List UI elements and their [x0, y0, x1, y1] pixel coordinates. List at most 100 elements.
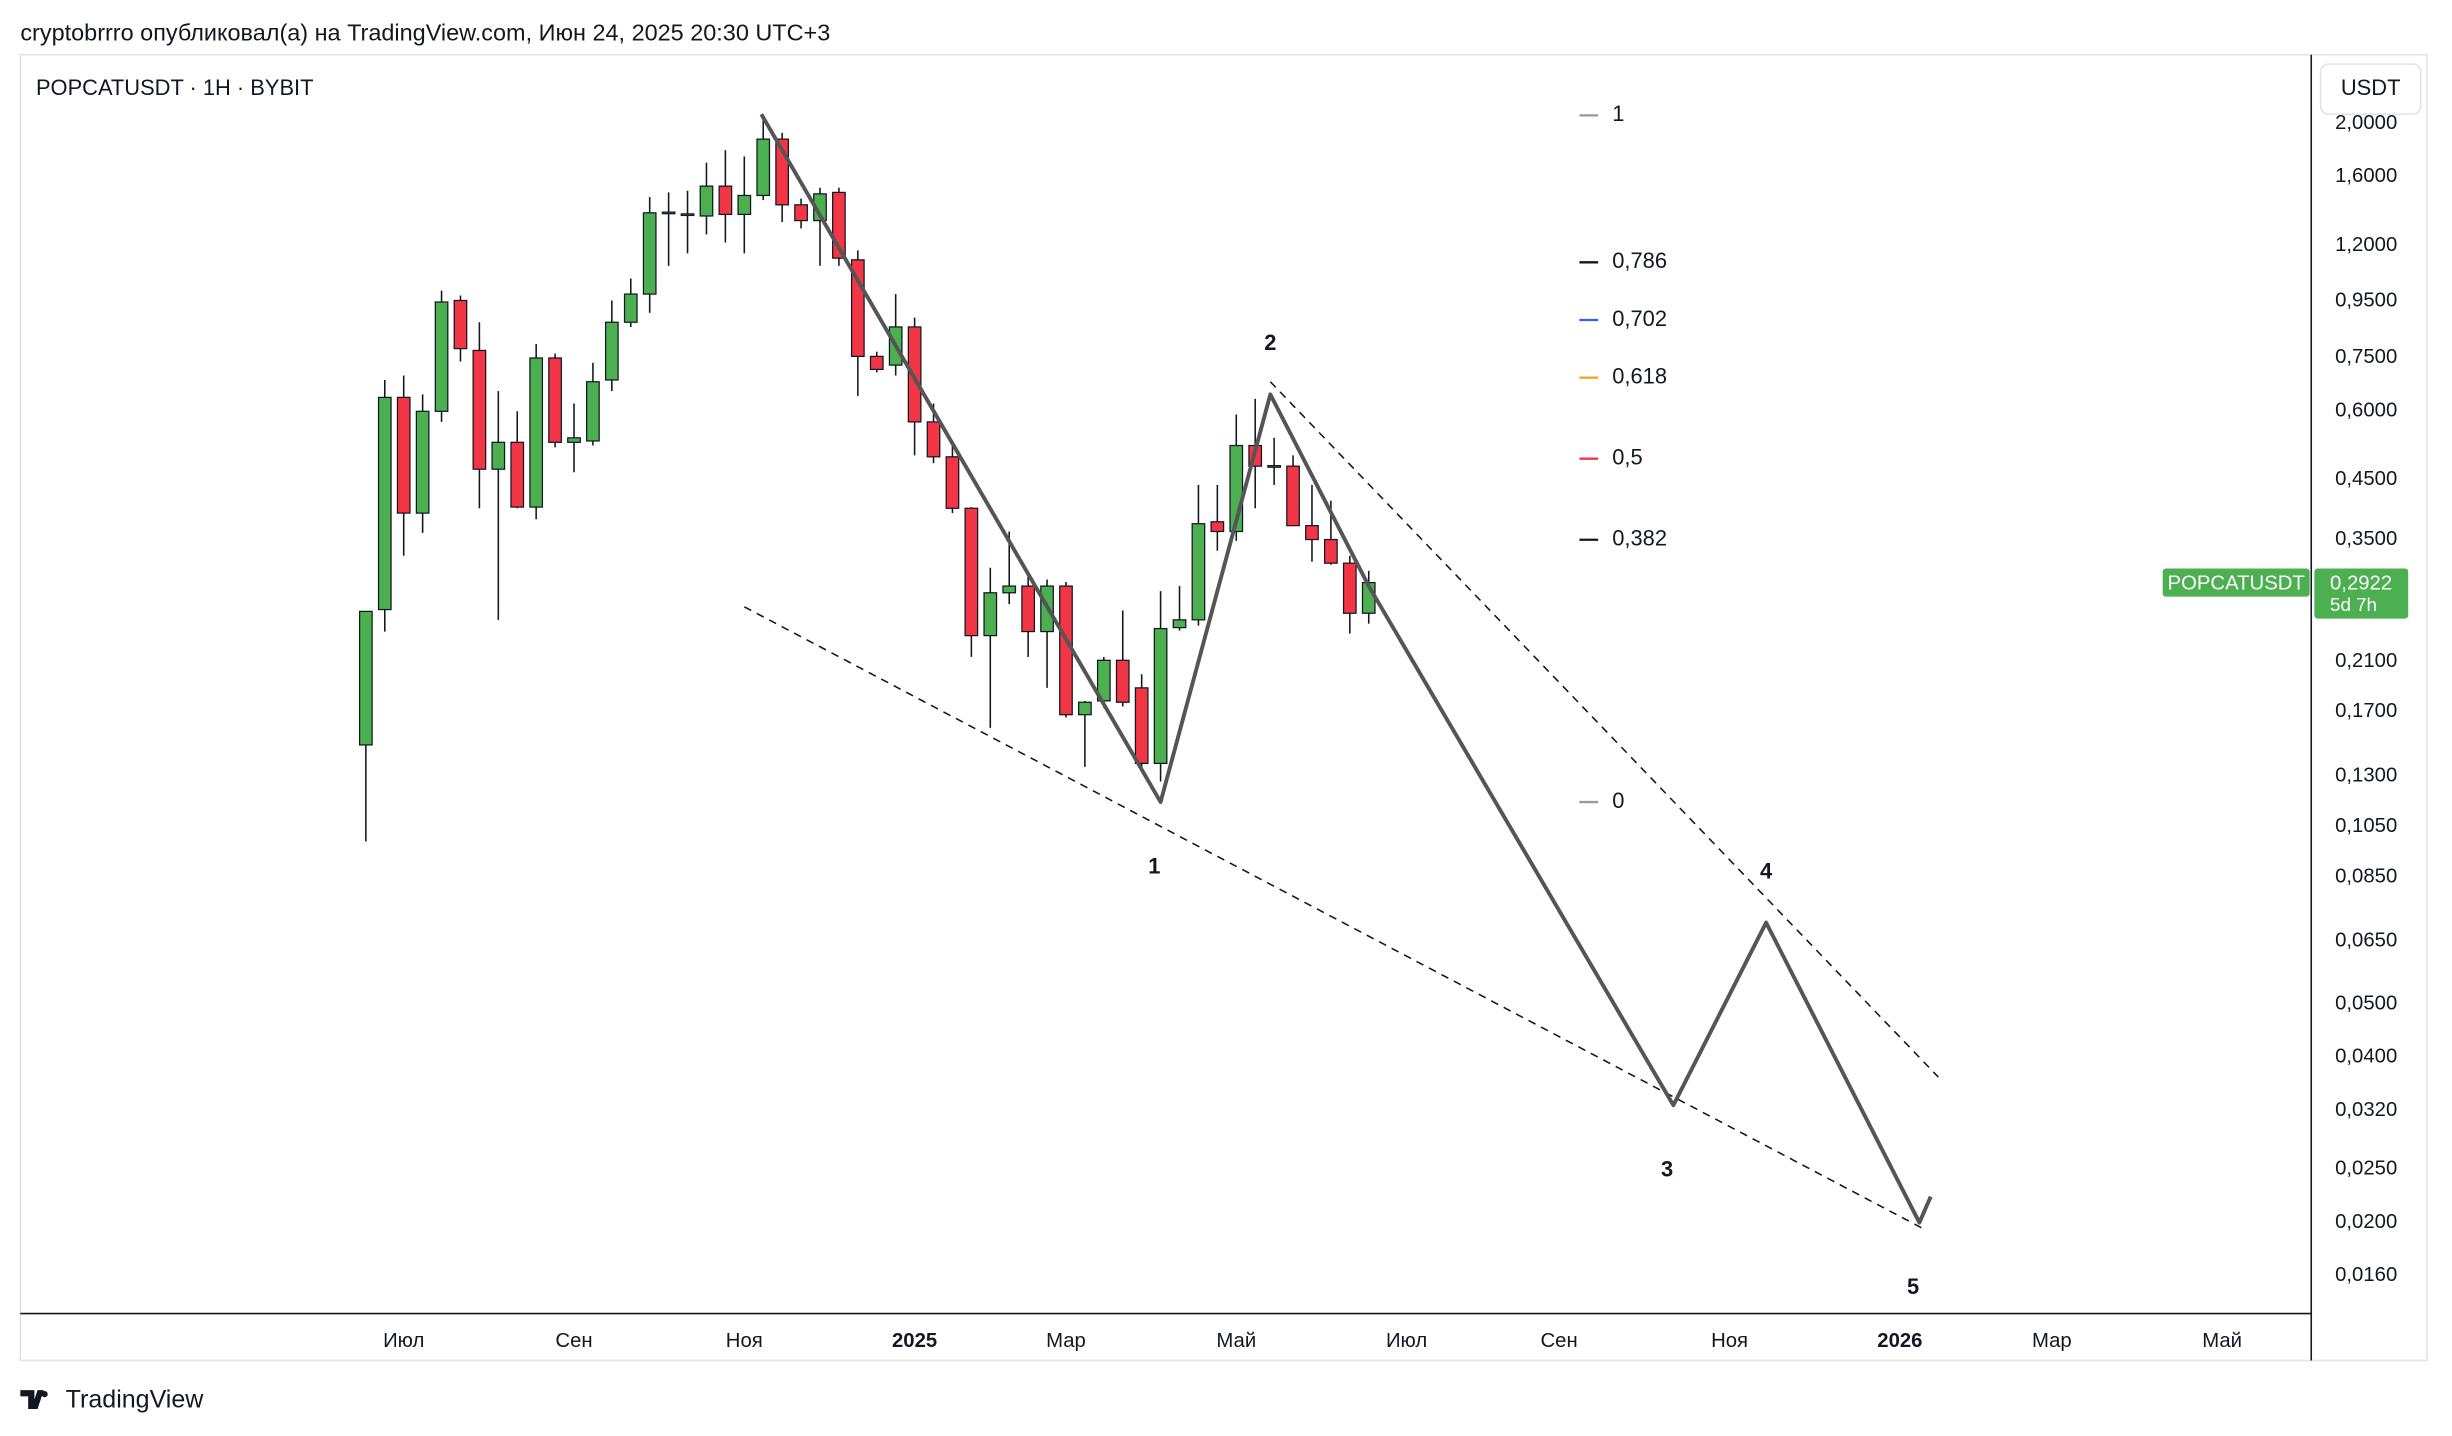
y-tick-label: 0,1300 — [2335, 764, 2397, 786]
x-tick-label: 2026 — [1877, 1330, 1922, 1352]
wave-label: 3 — [1661, 1157, 1673, 1182]
channel-line — [743, 606, 1924, 1230]
y-tick-label: 0,1050 — [2335, 815, 2397, 837]
candle-body — [567, 437, 581, 443]
candle-body — [548, 357, 562, 443]
candle-body — [1342, 562, 1357, 614]
candle-body — [964, 507, 979, 637]
candle-body — [453, 299, 468, 350]
candle-body — [718, 185, 733, 216]
candle-body — [869, 355, 884, 371]
candle-body — [358, 610, 373, 746]
wave-label: 2 — [1264, 330, 1276, 355]
y-tick-label: 0,0400 — [2335, 1046, 2397, 1068]
symbol-tag-label: POPCATUSDT — [2168, 573, 2305, 595]
fib-label: 0,786 — [1612, 248, 1667, 273]
candle-body — [737, 194, 752, 216]
candle-body — [510, 441, 525, 508]
y-tick-label: 0,3500 — [2335, 528, 2397, 550]
candle-body — [983, 592, 998, 637]
candle-body — [1324, 538, 1338, 564]
fib-label: 1 — [1612, 101, 1624, 126]
unit-button[interactable] — [2319, 63, 2422, 115]
candle-body — [491, 441, 506, 470]
x-tick-label: Ноя — [726, 1330, 763, 1352]
fib-label: 0,382 — [1612, 526, 1667, 551]
candle-body — [1305, 525, 1319, 541]
tradingview-logo: TradingView — [20, 1386, 204, 1414]
y-tick-label: 0,2100 — [2335, 650, 2397, 672]
y-tick-label: 0,0160 — [2335, 1264, 2397, 1286]
y-tick-label: 1,2000 — [2335, 234, 2397, 256]
wave-label: 5 — [1907, 1274, 1919, 1299]
candle-body — [434, 301, 449, 412]
candle-body — [699, 185, 714, 217]
x-tick-label: Июл — [383, 1330, 424, 1352]
plot: 2,0000 1,6000 1,2000 0,9500 0,7500 0,6000 0,45… — [358, 101, 2409, 1352]
y-tick-label: 1,6000 — [2335, 165, 2397, 187]
candle-body — [586, 381, 600, 442]
candle-body — [1153, 627, 1168, 764]
candle-body — [945, 456, 960, 509]
candle-body — [1267, 465, 1282, 468]
candle-body — [1191, 523, 1206, 621]
logo-text: TradingView — [66, 1386, 205, 1414]
candle-body — [661, 211, 676, 215]
y-tick-label: 0,6000 — [2335, 399, 2397, 421]
price-tag — [2314, 568, 2409, 619]
x-tick-label: Мар — [2032, 1330, 2072, 1352]
symbol-tag — [2162, 568, 2310, 597]
candle-body — [604, 321, 619, 381]
candle-body — [396, 396, 411, 514]
candle-body — [1210, 521, 1225, 533]
candle-body — [926, 421, 941, 458]
candle-body — [756, 138, 771, 197]
candle-body — [642, 212, 657, 295]
wave-path — [759, 113, 1933, 1225]
y-tick-label: 2,0000 — [2335, 112, 2397, 134]
x-tick-label: Сен — [1540, 1330, 1577, 1352]
candle-body — [623, 293, 638, 323]
y-tick-label: 0,0500 — [2335, 992, 2397, 1014]
candle-body — [472, 349, 487, 470]
candle-body — [1134, 687, 1149, 764]
chart-legend: POPCATUSDT · 1H · BYBIT — [36, 75, 314, 100]
fib-label: 0 — [1612, 788, 1624, 813]
x-tick-label: Май — [1216, 1330, 1256, 1352]
candle-body — [529, 357, 544, 508]
y-tick-label: 0,0250 — [2335, 1158, 2397, 1180]
candle-body — [377, 396, 392, 611]
candle-body — [1078, 701, 1092, 716]
candle-body — [1115, 659, 1130, 703]
publish-header: cryptobrrro опубликовал(а) на TradingVie… — [20, 20, 830, 46]
unit-label: USDT — [2341, 75, 2401, 100]
y-tick-label: 0,0850 — [2335, 866, 2397, 888]
candle-body — [794, 204, 808, 222]
price-tag-label: 0,2922 — [2330, 573, 2392, 595]
fib-label: 0,5 — [1612, 444, 1642, 469]
x-tick-label: Май — [2202, 1330, 2242, 1352]
y-tick-label: 0,7500 — [2335, 346, 2397, 368]
y-tick-label: 0,0320 — [2335, 1099, 2397, 1121]
x-tick-label: Ноя — [1711, 1330, 1748, 1352]
countdown-label: 5d 7h — [2330, 594, 2377, 615]
candle-body — [1286, 465, 1300, 527]
x-tick-label: Сен — [555, 1330, 592, 1352]
logo-dot — [41, 1390, 48, 1398]
wave-label: 4 — [1760, 858, 1773, 883]
candle-body — [1002, 585, 1017, 594]
y-tick-label: 0,1700 — [2335, 700, 2397, 722]
y-tick-label: 0,0200 — [2335, 1211, 2397, 1233]
candle-body — [415, 410, 430, 514]
candle-body — [1021, 585, 1036, 633]
x-tick-label: 2025 — [892, 1330, 937, 1352]
chart-frame — [19, 53, 2428, 1362]
fib-label: 0,702 — [1612, 306, 1667, 331]
x-tick-label: Июл — [1386, 1330, 1427, 1352]
y-tick-label: 0,9500 — [2335, 290, 2397, 312]
y-tick-label: 0,4500 — [2335, 468, 2397, 490]
candle-body — [1172, 619, 1187, 629]
logo-icon — [20, 1390, 44, 1409]
